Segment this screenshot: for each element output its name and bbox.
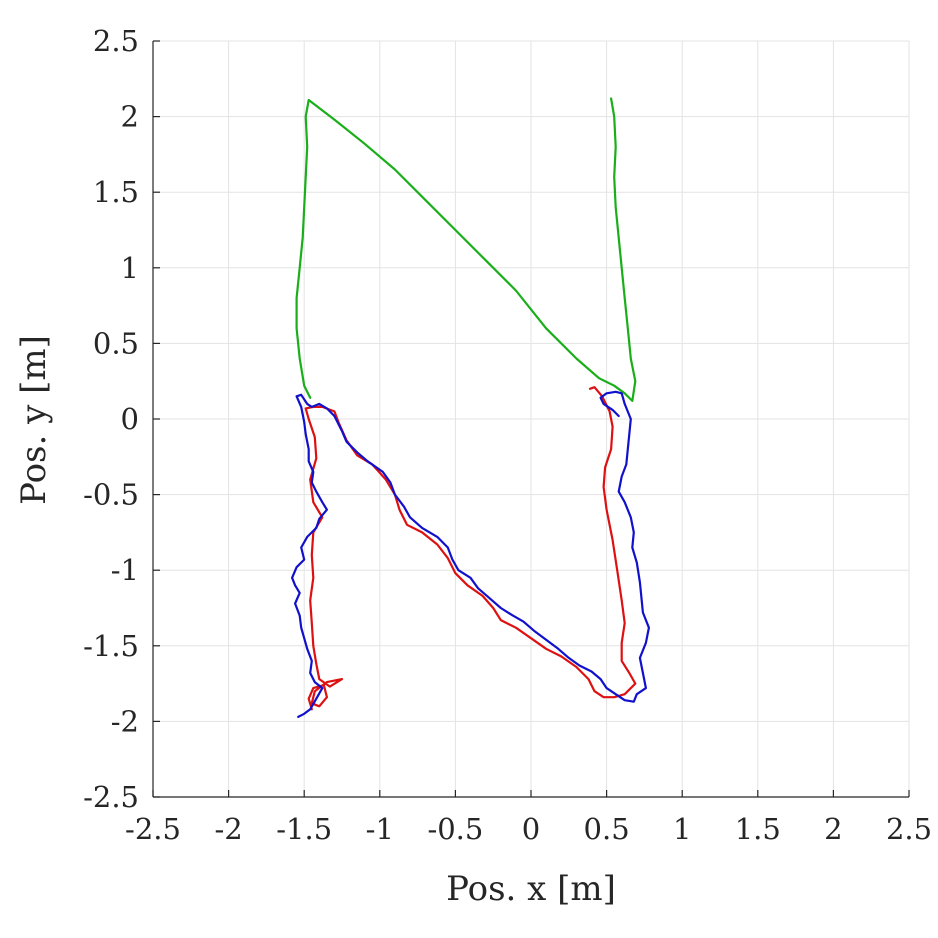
y-tick-label: 1 (121, 251, 139, 285)
x-tick-label: -2 (214, 812, 242, 846)
x-tick-label: -1 (366, 812, 394, 846)
y-tick-label: 0.5 (93, 326, 139, 360)
y-tick-label: -2.5 (83, 780, 139, 814)
y-tick-label: 2 (121, 100, 139, 134)
tick-labels: -2.5 -2 -1.5 -1 -0.5 0 0.5 1 1.5 2 2.5 -2.5 -2 -1.5 -1… (83, 24, 932, 846)
x-tick-label: 0 (522, 812, 540, 846)
x-tick-label: -2.5 (125, 812, 181, 846)
x-tick-label: -1.5 (276, 812, 332, 846)
x-tick-label: -0.5 (427, 812, 483, 846)
series-line-3 (291, 390, 650, 718)
x-tick-label: 1.5 (735, 812, 781, 846)
series-line-2 (304, 386, 637, 711)
y-tick-label: -2 (111, 704, 139, 738)
x-tick-label: 1 (673, 812, 691, 846)
y-axis-label: Pos. y [m] (14, 335, 54, 505)
y-tick-label: -1 (111, 553, 139, 587)
y-tick-label: 1.5 (93, 175, 139, 209)
series-line-1 (295, 97, 637, 402)
x-axis-label: Pos. x [m] (446, 869, 616, 909)
y-tick-label: -0.5 (83, 478, 139, 512)
x-tick-label: 2.5 (886, 812, 932, 846)
axes (152, 40, 910, 798)
y-tick-label: -1.5 (83, 629, 139, 663)
y-tick-label: 2.5 (93, 24, 139, 58)
x-tick-label: 2 (824, 812, 842, 846)
x-tick-label: 0.5 (584, 812, 630, 846)
grid (152, 40, 910, 798)
series-group (291, 97, 650, 718)
y-tick-label: 0 (121, 402, 139, 436)
